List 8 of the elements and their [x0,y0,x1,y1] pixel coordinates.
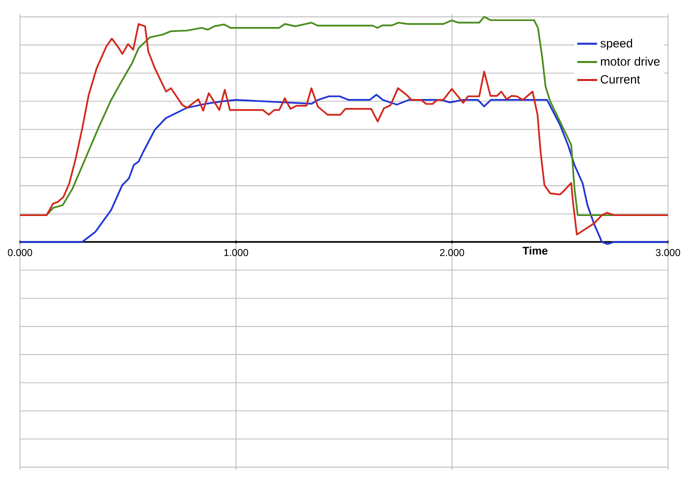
legend-label: Current [600,75,640,84]
x-tick-label: 1.000 [224,249,248,256]
x-tick-label: 2.000 [440,249,464,256]
legend-label: speed [600,38,632,50]
legend-label: motor drive [600,56,660,66]
x-tick-label: 0.000 [8,249,32,256]
x-tick-label: 3.000 [656,249,680,256]
x-axis-title: Time [522,246,548,255]
